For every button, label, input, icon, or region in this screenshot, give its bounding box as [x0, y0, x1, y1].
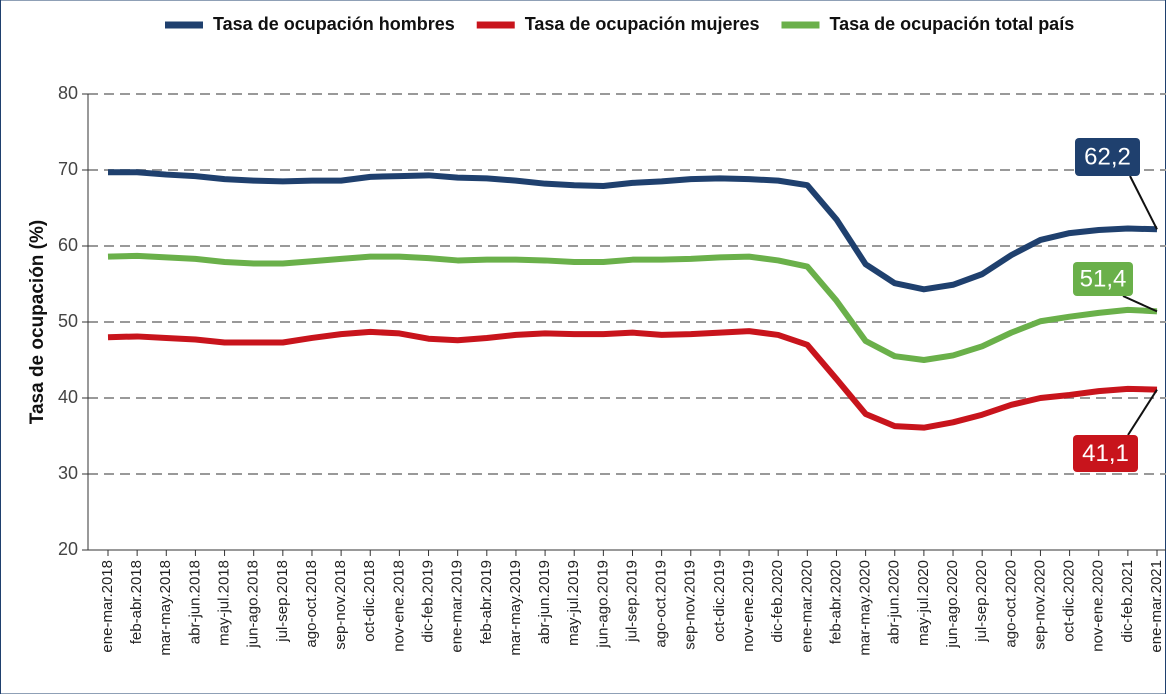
x-tick-label: jun-ago.2019 — [594, 560, 611, 649]
callout-box — [1073, 262, 1133, 296]
x-tick-label: abr-jun.2019 — [536, 560, 553, 644]
x-tick-label: jul-sep.2018 — [274, 560, 291, 643]
x-tick-label: abr-jun.2020 — [886, 560, 903, 644]
x-tick-label: may-jul.2020 — [915, 560, 932, 646]
x-tick-label: ago-oct.2019 — [653, 560, 670, 648]
x-tick-label: nov-ene.2020 — [1090, 560, 1107, 652]
x-tick-label: feb-abr.2019 — [478, 560, 495, 644]
y-tick-label: 40 — [58, 387, 78, 407]
x-tick-label: sep-nov.2020 — [1031, 560, 1048, 650]
series-line — [108, 169, 1158, 293]
callout-box — [1075, 138, 1140, 176]
x-tick-label: ago-oct.2020 — [1002, 560, 1019, 648]
legend-label: Tasa de ocupación total país — [829, 14, 1074, 34]
y-tick-label: 50 — [58, 311, 78, 331]
callout-line — [1129, 175, 1158, 230]
x-tick-label: jun-ago.2020 — [944, 560, 961, 649]
x-tick-label: ago-oct.2018 — [303, 560, 320, 648]
callout-line — [1122, 295, 1158, 313]
x-tick-label: dic-feb.2019 — [419, 560, 436, 643]
x-tick-label: nov-ene.2019 — [740, 560, 757, 652]
x-tick-label: oct-dic.2019 — [711, 560, 728, 642]
y-axis-label: Tasa de ocupación (%) — [27, 220, 48, 424]
x-tick-label: may-jul.2018 — [216, 560, 233, 646]
x-tick-label: may-jul.2019 — [565, 560, 582, 646]
y-tick-label: 70 — [58, 159, 78, 179]
legend-label: Tasa de ocupación mujeres — [525, 14, 760, 34]
x-tick-label: ene-mar.2020 — [798, 560, 815, 653]
x-tick-label: jun-ago.2018 — [245, 560, 262, 649]
value-label: 41,1 — [1082, 440, 1129, 467]
x-tick-label: feb-abr.2018 — [128, 560, 145, 644]
x-tick-label: sep-nov.2018 — [332, 560, 349, 650]
x-tick-label: oct-dic.2020 — [1061, 560, 1078, 642]
x-tick-label: oct-dic.2018 — [361, 560, 378, 642]
y-tick-label: 20 — [58, 539, 78, 559]
x-tick-label: abr-jun.2018 — [186, 560, 203, 644]
callout-line — [1127, 389, 1158, 436]
y-tick-label: 80 — [58, 83, 78, 103]
value-label: 51,4 — [1080, 265, 1127, 292]
series-line — [107, 252, 1158, 363]
x-tick-label: ene-mar.2018 — [99, 560, 116, 653]
x-tick-label: mar-may.2020 — [857, 560, 874, 656]
x-tick-label: dic-feb.2021 — [1119, 560, 1136, 643]
x-tick-label: sep-nov.2019 — [682, 560, 699, 650]
x-tick-label: nov-ene.2018 — [390, 560, 407, 652]
x-tick-label: mar-may.2018 — [157, 560, 174, 656]
x-tick-label: ene-mar.2019 — [449, 560, 466, 653]
legend-label: Tasa de ocupación hombres — [213, 14, 455, 34]
x-tick-label: ene-mar.2021 — [1148, 560, 1165, 653]
callout-box — [1073, 435, 1138, 472]
x-tick-label: mar-may.2019 — [507, 560, 524, 656]
x-tick-label: feb-abr.2020 — [827, 560, 844, 644]
series-line — [107, 328, 1158, 431]
x-tick-label: dic-feb.2020 — [769, 560, 786, 643]
y-tick-label: 60 — [58, 235, 78, 255]
x-tick-label: jul-sep.2019 — [623, 560, 640, 643]
y-tick-label: 30 — [58, 463, 78, 483]
value-label: 62,2 — [1084, 143, 1131, 170]
x-tick-label: jul-sep.2020 — [973, 560, 990, 643]
